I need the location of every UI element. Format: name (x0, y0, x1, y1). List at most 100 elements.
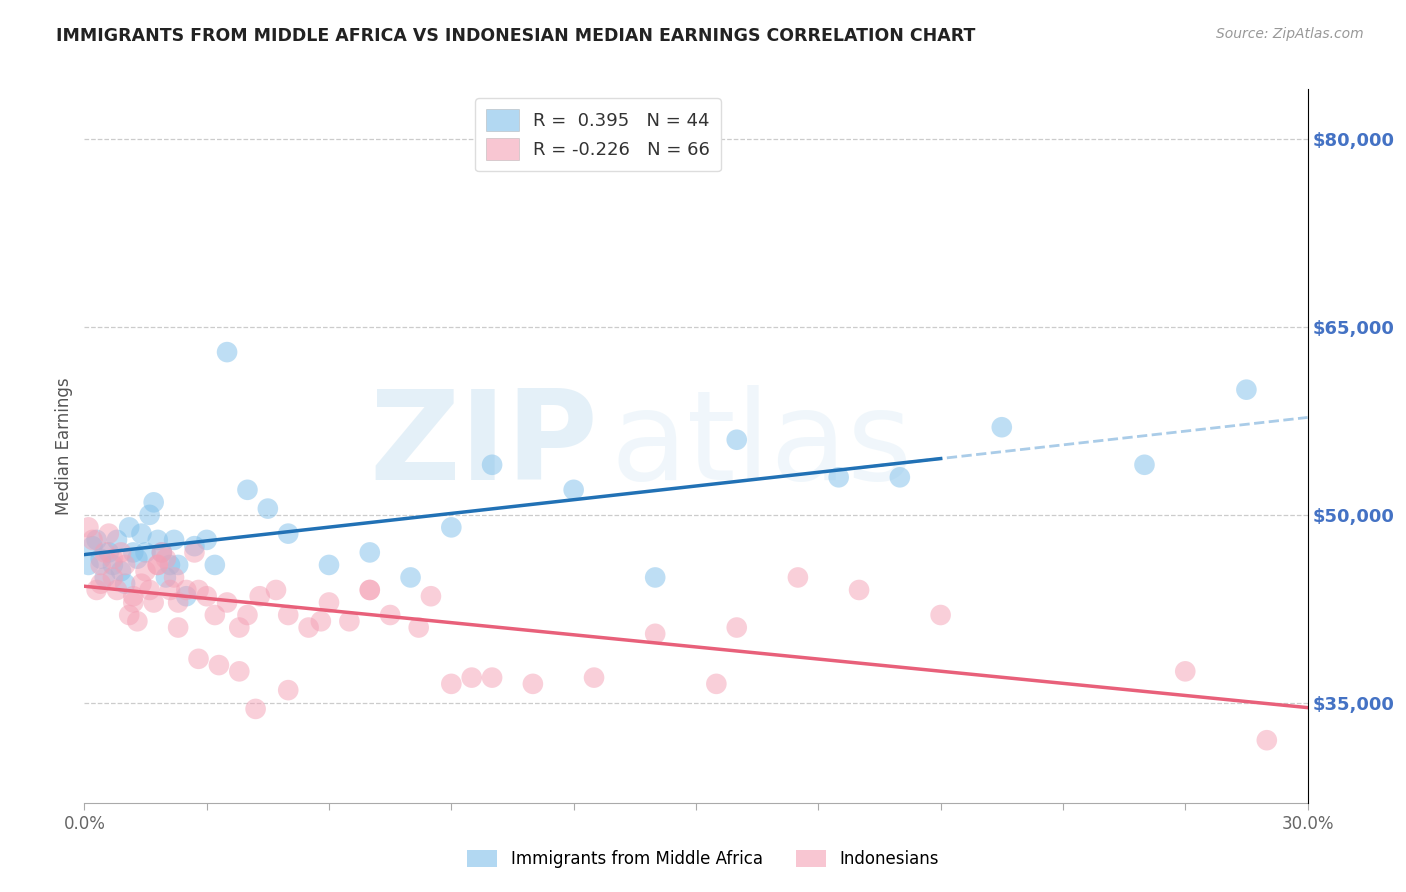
Point (440, 677, 463, 691)
Point (150, 545, 173, 559)
Point (146, 558, 169, 572)
Point (101, 558, 124, 572)
Point (142, 595, 165, 609)
Point (167, 558, 190, 572)
Point (93, 545, 117, 559)
Point (187, 582, 209, 597)
Point (481, 458, 503, 472)
Point (277, 526, 299, 541)
Point (204, 558, 226, 572)
Point (828, 470, 851, 484)
Point (105, 533, 128, 547)
Point (176, 582, 198, 597)
Point (522, 677, 544, 691)
Point (440, 520, 463, 534)
Point (114, 558, 136, 572)
Point (195, 533, 218, 547)
Point (195, 589, 218, 603)
Point (82, 533, 104, 547)
Point (204, 607, 226, 622)
Point (318, 558, 340, 572)
Point (122, 545, 145, 559)
Point (77, 558, 100, 572)
Point (249, 589, 271, 603)
Point (359, 545, 381, 559)
Point (583, 671, 606, 685)
Point (142, 495, 165, 509)
Point (359, 582, 381, 597)
Point (159, 558, 181, 572)
Text: ZIP: ZIP (370, 385, 598, 507)
Text: atlas: atlas (610, 385, 912, 507)
Point (562, 483, 585, 497)
Point (1256, 733, 1278, 747)
Point (236, 607, 259, 622)
Point (420, 589, 443, 603)
Point (97, 526, 120, 541)
Point (1236, 383, 1258, 397)
Y-axis label: Median Earnings: Median Earnings (55, 377, 73, 515)
Point (135, 545, 157, 559)
Point (131, 526, 153, 541)
Point (706, 677, 728, 691)
Point (138, 508, 160, 522)
Point (90, 551, 112, 566)
Point (114, 576, 136, 591)
Point (82, 539, 104, 553)
Point (187, 652, 209, 666)
Point (101, 551, 124, 566)
Point (318, 595, 340, 609)
Text: Source: ZipAtlas.com: Source: ZipAtlas.com (1216, 27, 1364, 41)
Point (110, 564, 132, 578)
Point (787, 570, 810, 584)
Point (127, 551, 149, 566)
Point (264, 582, 287, 597)
Text: IMMIGRANTS FROM MIDDLE AFRICA VS INDONESIAN MEDIAN EARNINGS CORRELATION CHART: IMMIGRANTS FROM MIDDLE AFRICA VS INDONES… (56, 27, 976, 45)
Point (228, 665, 250, 679)
Point (644, 570, 666, 584)
Point (90, 558, 112, 572)
Point (163, 533, 186, 547)
Point (929, 607, 952, 622)
Point (339, 614, 361, 628)
Point (380, 607, 402, 622)
Point (163, 570, 186, 584)
Point (97, 545, 120, 559)
Point (146, 558, 169, 572)
Point (408, 621, 430, 635)
Point (167, 595, 190, 609)
Point (155, 570, 177, 584)
Point (257, 501, 280, 516)
Point (77, 520, 100, 534)
Point (359, 582, 381, 597)
Point (159, 582, 181, 597)
Point (118, 520, 141, 534)
Point (991, 420, 1014, 434)
Point (118, 607, 141, 622)
Point (461, 671, 484, 685)
Point (105, 582, 128, 597)
Point (298, 621, 321, 635)
Point (236, 483, 259, 497)
Point (245, 702, 267, 716)
Point (101, 570, 124, 584)
Point (110, 545, 132, 559)
Point (138, 582, 160, 597)
Point (135, 564, 157, 578)
Point (1133, 458, 1156, 472)
Legend: Immigrants from Middle Africa, Indonesians: Immigrants from Middle Africa, Indonesia… (461, 843, 945, 875)
Legend: R =  0.395   N = 44, R = -0.226   N = 66: R = 0.395 N = 44, R = -0.226 N = 66 (475, 98, 721, 171)
Point (183, 539, 205, 553)
Point (481, 671, 503, 685)
Point (1174, 665, 1197, 679)
Point (150, 545, 173, 559)
Point (309, 614, 332, 628)
Point (146, 533, 169, 547)
Point (217, 345, 239, 359)
Point (277, 607, 299, 622)
Point (155, 551, 177, 566)
Point (167, 621, 190, 635)
Point (90, 576, 112, 591)
Point (122, 595, 145, 609)
Point (889, 470, 911, 484)
